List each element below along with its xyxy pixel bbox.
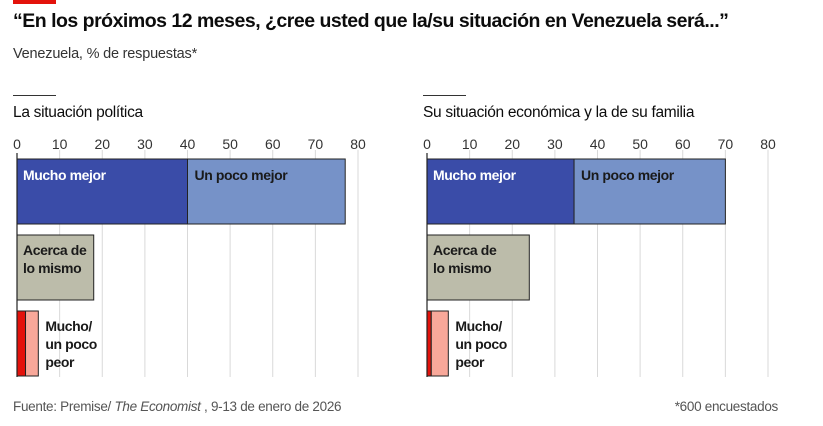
brand-accent-bar (13, 0, 56, 4)
x-tick-label: 70 (308, 136, 324, 152)
x-tick-label: 0 (423, 136, 431, 152)
x-tick-label: 30 (547, 136, 563, 152)
bar-segment (187, 158, 346, 225)
bar-segment (430, 310, 449, 377)
bar-label: Acerca de (433, 242, 497, 258)
bar-segment (426, 310, 432, 377)
bar-label: peor (45, 354, 75, 370)
x-tick-label: 10 (462, 136, 478, 152)
x-tick-label: 60 (675, 136, 691, 152)
bar-label: un poco (45, 336, 97, 352)
x-tick-label: 20 (94, 136, 110, 152)
x-tick-label: 30 (137, 136, 153, 152)
x-tick-label: 80 (350, 136, 366, 152)
x-tick-label: 0 (13, 136, 21, 152)
source-note: Fuente: Premise/ The Economist , 9-13 de… (13, 399, 342, 414)
x-tick-label: 40 (180, 136, 196, 152)
panel-rule (423, 95, 466, 96)
source-prefix: Fuente: Premise/ (13, 399, 115, 414)
chart-politica: 0 10 20 30 40 50 60 70 80 Mucho mejor Un poco mejo… (13, 136, 366, 377)
bar-label: Mucho/ (45, 318, 92, 334)
bar-segment (16, 234, 95, 301)
bar-segment (25, 310, 39, 377)
chart-economica: 0 10 20 30 40 50 60 70 80 Mucho mejor Un poco mejo… (423, 136, 776, 377)
x-tick-label: 70 (718, 136, 734, 152)
bar-segment (16, 310, 27, 377)
bar-label: Acerca de (23, 242, 87, 258)
x-tick-label: 20 (504, 136, 520, 152)
bar-label: Un poco mejor (581, 167, 675, 183)
panel-title-economica: Su situación económica y la de su famili… (423, 104, 695, 121)
source-publication: The Economist (114, 399, 201, 414)
chart-subtitle: Venezuela, % de respuestas* (13, 46, 198, 62)
x-tick-label: 40 (590, 136, 606, 152)
chart-title: “En los próximos 12 meses, ¿cree usted q… (13, 10, 729, 32)
bar-label: Mucho/ (455, 318, 502, 334)
bar-segment (573, 158, 726, 225)
sample-note: *600 encuestados (674, 399, 779, 414)
x-tick-label: 50 (222, 136, 238, 152)
x-tick-label: 10 (52, 136, 68, 152)
panel-title-politica: La situación política (13, 104, 143, 121)
panel-rule (13, 95, 56, 96)
bar-segment (426, 234, 530, 301)
source-dates: , 9-13 de enero de 2026 (200, 399, 342, 414)
bar-label: lo mismo (23, 260, 81, 276)
bar-label: peor (455, 354, 485, 370)
x-tick-label: 50 (632, 136, 648, 152)
bar-label: Mucho mejor (433, 167, 517, 183)
bar-label: lo mismo (433, 260, 491, 276)
bar-label: Un poco mejor (195, 167, 289, 183)
x-tick-label: 60 (265, 136, 281, 152)
bar-label: un poco (455, 336, 507, 352)
x-tick-label: 80 (760, 136, 776, 152)
bar-label: Mucho mejor (23, 167, 107, 183)
